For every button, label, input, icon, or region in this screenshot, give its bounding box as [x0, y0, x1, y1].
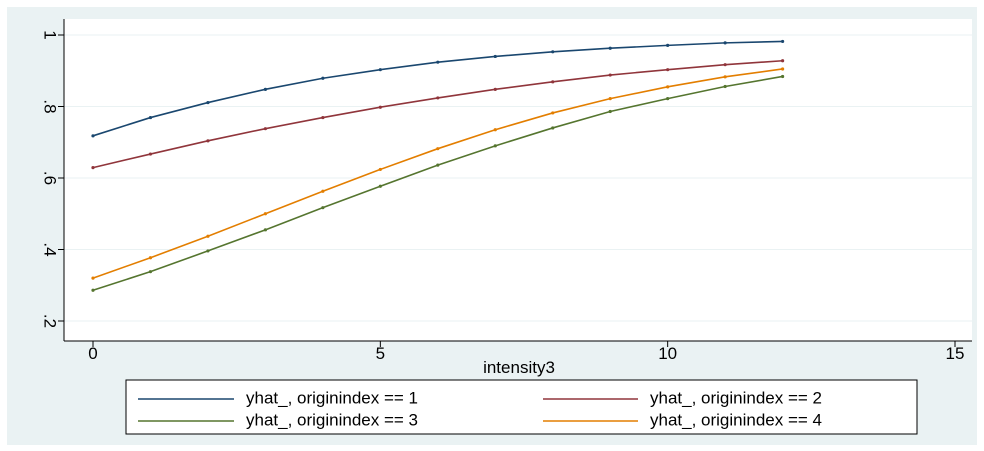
data-point-s3-4	[321, 206, 325, 210]
data-point-s1-0	[91, 134, 95, 138]
data-point-s4-8	[551, 111, 555, 115]
data-point-s2-3	[263, 127, 267, 131]
data-point-s2-5	[378, 105, 382, 109]
legend-label-1: yhat_, originindex == 1	[246, 388, 418, 407]
y-tick-label-4: 1	[41, 30, 60, 39]
data-point-s1-10	[666, 43, 670, 47]
data-point-s4-10	[666, 85, 670, 89]
data-point-s3-2	[206, 249, 210, 253]
grid-lines	[64, 34, 972, 322]
data-point-s3-3	[263, 228, 267, 232]
data-point-s4-2	[206, 234, 210, 238]
data-point-s4-4	[321, 189, 325, 193]
legend-label-4: yhat_, originindex == 4	[650, 410, 822, 429]
data-point-s2-4	[321, 115, 325, 120]
x-tick-label-1: 5	[376, 344, 385, 363]
data-point-s1-4	[321, 76, 325, 80]
data-point-s4-11	[723, 75, 727, 79]
data-point-s2-7	[493, 87, 497, 91]
data-point-s1-8	[551, 50, 555, 54]
data-point-s3-0	[91, 288, 95, 292]
legend-box	[125, 379, 918, 435]
data-point-s2-6	[436, 96, 440, 100]
data-point-s4-6	[436, 147, 440, 151]
data-point-s4-12	[781, 67, 785, 71]
data-point-s3-8	[551, 126, 555, 130]
data-point-s1-3	[263, 87, 267, 91]
data-point-s4-0	[91, 276, 95, 280]
data-point-s3-12	[781, 74, 785, 79]
legend-label-3: yhat_, originindex == 3	[246, 410, 418, 429]
data-point-s3-9	[608, 109, 612, 114]
data-points	[91, 39, 785, 292]
data-point-s4-7	[493, 128, 497, 132]
data-point-s2-10	[666, 68, 670, 72]
data-point-s1-5	[378, 68, 382, 72]
x-tick-label-3: 15	[946, 344, 965, 363]
legend: yhat_, originindex == 1 yhat_, origininde…	[125, 379, 918, 435]
plot-region	[64, 19, 972, 341]
data-point-s1-12	[781, 39, 785, 44]
data-point-s2-0	[91, 166, 95, 170]
data-point-s2-9	[608, 73, 612, 77]
data-point-s2-12	[781, 59, 785, 63]
data-point-s2-11	[723, 63, 727, 67]
data-point-s4-3	[263, 212, 267, 216]
data-point-s4-5	[378, 167, 382, 172]
legend-label-2: yhat_, originindex == 2	[650, 388, 822, 407]
y-tick-label-2: .6	[41, 171, 60, 185]
data-point-s1-1	[148, 115, 153, 120]
data-point-s1-9	[608, 46, 612, 50]
data-point-s2-8	[551, 80, 555, 84]
y-tick-label-3: .8	[41, 99, 60, 113]
x-axis-title: intensity3	[483, 358, 555, 377]
data-point-s1-6	[436, 60, 440, 64]
data-point-s4-9	[608, 97, 612, 101]
y-tick-label-0: .2	[41, 314, 60, 328]
data-point-s1-7	[493, 54, 497, 59]
data-point-s3-1	[148, 270, 153, 274]
data-point-s2-2	[206, 139, 210, 143]
data-point-s4-1	[148, 256, 153, 260]
y-tick-label-1: .4	[41, 242, 60, 256]
data-point-s1-2	[206, 100, 210, 105]
x-tick-label-0: 0	[88, 344, 97, 363]
data-point-s3-11	[723, 84, 727, 89]
data-point-s3-7	[493, 144, 497, 148]
data-point-s3-10	[666, 97, 670, 101]
axes: .2.4.6.810 5 10 15	[41, 19, 972, 363]
data-point-s3-6	[436, 163, 440, 167]
x-tick-label-2: 10	[658, 344, 677, 363]
data-point-s3-5	[378, 184, 382, 188]
data-point-s1-11	[723, 41, 727, 45]
data-point-s2-1	[148, 152, 153, 156]
